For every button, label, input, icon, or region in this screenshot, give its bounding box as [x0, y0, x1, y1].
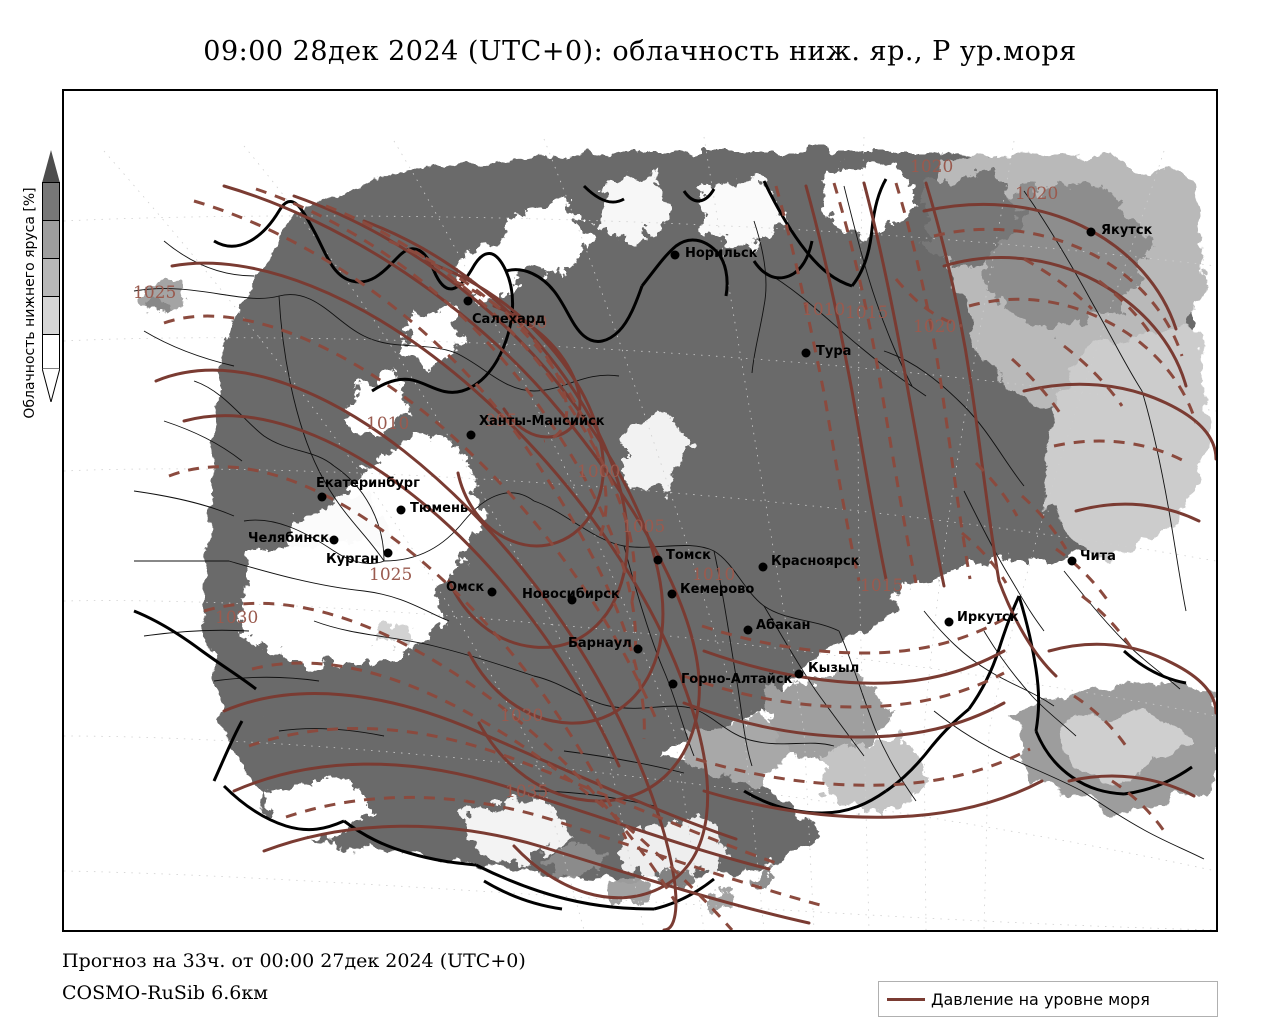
- colorbar: 90 70 50 30 10: [42, 150, 85, 402]
- city-label-kyzyl: Кызыл: [808, 661, 859, 676]
- isobar-label: 1015: [860, 576, 903, 596]
- city-dot-barnaul[interactable]: [633, 644, 643, 654]
- city-dot-kyzyl[interactable]: [794, 669, 804, 679]
- isobar-label: 1000: [577, 462, 620, 482]
- city-label-abakan: Абакан: [756, 618, 811, 633]
- city-dot-tyumen[interactable]: [396, 505, 406, 515]
- cloud-cover-layer: [142, 151, 1214, 908]
- city-label-tura: Тура: [816, 344, 851, 359]
- isobar-label: 995: [485, 411, 517, 431]
- city-dot-ekaterinburg[interactable]: [317, 492, 327, 502]
- city-label-yakutsk: Якутск: [1101, 223, 1153, 238]
- city-dot-tura[interactable]: [801, 348, 811, 358]
- city-dot-yakutsk[interactable]: [1086, 227, 1096, 237]
- city-dot-chelyabinsk[interactable]: [329, 535, 339, 545]
- city-label-kurgan: Курган: [326, 552, 379, 567]
- coastline: [133, 178, 1193, 911]
- colorbar-bottom-arrow: [42, 368, 60, 402]
- city-label-krasnoyarsk: Красноярск: [771, 554, 860, 569]
- city-label-gorno-altaysk: Горно-Алтайск: [681, 672, 793, 687]
- city-label-chita: Чита: [1080, 549, 1116, 564]
- city-dot-gorno-altaysk[interactable]: [668, 679, 678, 689]
- colorbar-segment-50: [43, 258, 59, 296]
- city-markers: Норильск Якутск Салехард Тура Ханты-Манс…: [248, 223, 1153, 689]
- city-label-barnaul: Барнаул: [568, 636, 632, 651]
- city-label-ekaterinburg: Екатеринбург: [316, 476, 420, 491]
- city-dot-abakan[interactable]: [743, 625, 753, 635]
- city-dot-irkutsk[interactable]: [944, 617, 954, 627]
- colorbar-segment-10: [43, 334, 59, 370]
- legend-label-pressure: Давление на уровне моря: [931, 989, 1150, 1009]
- map-legend: Давление на уровне моря: [878, 981, 1218, 1017]
- city-label-salekhard: Салехард: [472, 312, 546, 327]
- isobar-label: 1025: [133, 283, 176, 303]
- page-title: 09:00 28дек 2024 (UTC+0): облачность ниж…: [203, 36, 1077, 67]
- isobar-label: 1030: [500, 706, 543, 726]
- colorbar-axis-label: Облачность нижнего яруса [%]: [22, 187, 38, 419]
- city-dot-chita[interactable]: [1067, 556, 1077, 566]
- city-dot-kurgan[interactable]: [383, 548, 393, 558]
- colorbar-segment-90: [43, 183, 59, 220]
- city-dot-norilsk[interactable]: [670, 250, 680, 260]
- isobars-dashed: [163, 182, 1198, 930]
- isobars-solid: [154, 181, 1216, 930]
- isobar-label: 1025: [369, 565, 412, 585]
- city-dot-kemerovo[interactable]: [667, 589, 677, 599]
- colorbar-segment-30: [43, 296, 59, 334]
- colorbar-swatches: [42, 182, 60, 370]
- city-dot-omsk[interactable]: [487, 587, 497, 597]
- isobar-label: 1015: [845, 303, 888, 323]
- city-dot-krasnoyarsk[interactable]: [758, 562, 768, 572]
- city-label-chelyabinsk: Челябинск: [248, 531, 329, 546]
- pressure-line-swatch: [887, 997, 925, 1001]
- city-dot-tomsk[interactable]: [653, 555, 663, 565]
- colorbar-segment-70: [43, 220, 59, 258]
- map-svg: 1025 1030 1025 1010 990 995 1000 1005 10…: [64, 91, 1216, 930]
- isobar-label: 1010: [692, 565, 735, 585]
- admin-boundaries: [133, 185, 1205, 860]
- city-label-tomsk: Томск: [666, 548, 711, 563]
- city-label-tyumen: Тюмень: [410, 501, 468, 516]
- isobar-label: 1005: [622, 517, 665, 537]
- isobar-label: 1030: [215, 608, 258, 628]
- city-label-norilsk: Норильск: [685, 246, 758, 261]
- city-label-kemerovo: Кемерово: [680, 582, 754, 597]
- isobar-label: 1010: [802, 300, 845, 320]
- map-layers: 1025 1030 1025 1010 990 995 1000 1005 10…: [64, 91, 1216, 930]
- isobar-label: 1035: [505, 782, 548, 802]
- city-label-novosibirsk: Новосибирск: [522, 587, 620, 602]
- isobar-label: 1020: [910, 157, 953, 177]
- city-dot-salekhard[interactable]: [463, 296, 473, 306]
- map-canvas[interactable]: 1025 1030 1025 1010 990 995 1000 1005 10…: [62, 89, 1218, 932]
- city-label-omsk: Омск: [446, 580, 484, 595]
- isobar-label: 1020: [913, 317, 956, 337]
- city-label-khanty-mansiysk: Ханты-Мансийск: [479, 414, 605, 429]
- isobar-labels: 1025 1030 1025 1010 990 995 1000 1005 10…: [133, 157, 1058, 802]
- city-label-irkutsk: Иркутск: [957, 610, 1019, 625]
- graticule: [64, 136, 1216, 930]
- forecast-info-line: Прогноз на 33ч. от 00:00 27дек 2024 (UTC…: [62, 950, 526, 972]
- model-info-line: COSMO-RuSib 6.6км: [62, 982, 268, 1004]
- colorbar-top-arrow: [42, 150, 60, 183]
- isobar-label: 990: [515, 313, 547, 333]
- isobar-label: 1010: [366, 414, 409, 434]
- isobar-label: 1020: [1015, 184, 1058, 204]
- city-dot-novosibirsk[interactable]: [567, 595, 577, 605]
- city-dot-khanty-mansiysk[interactable]: [466, 430, 476, 440]
